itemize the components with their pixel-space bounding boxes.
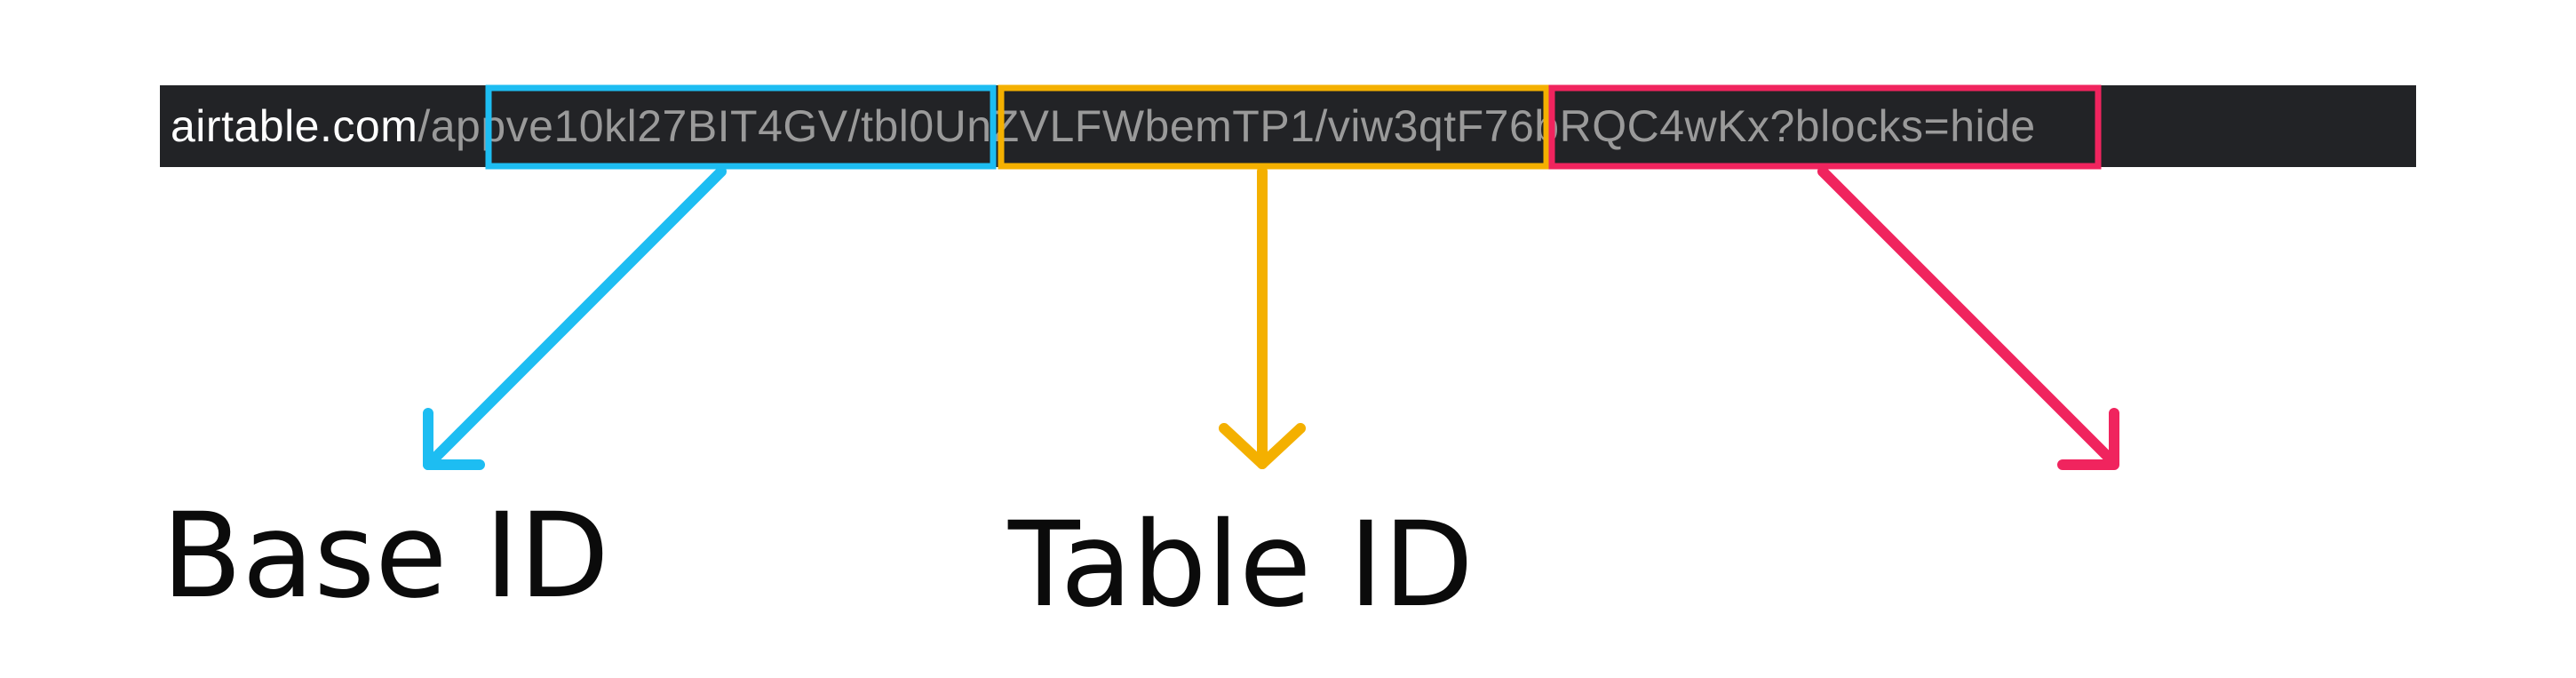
base-id-arrow: [423, 166, 727, 470]
table-id-arrow: [1219, 166, 1306, 469]
url-domain: airtable.com: [171, 101, 418, 151]
base-id-label: Base ID: [162, 488, 609, 625]
url-separator: /: [847, 101, 862, 151]
table-id-label: Table ID: [1008, 497, 1474, 634]
url-bar: airtable.com / appve10kl27BIT4GV / tbl0UnZVL…: [160, 85, 2416, 167]
url-separator: /: [417, 101, 431, 151]
url-view-id: viw3qtF76bRQC4wKx: [1327, 101, 1770, 151]
url-base-id: appve10kl27BIT4GV: [430, 101, 848, 151]
url-table-id: tbl0UnZVLFWbemTP1: [861, 101, 1316, 151]
url-separator: /: [1315, 101, 1328, 151]
view-id-arrow: [1817, 166, 2119, 470]
url-query: ?blocks=hide: [1769, 101, 2036, 151]
